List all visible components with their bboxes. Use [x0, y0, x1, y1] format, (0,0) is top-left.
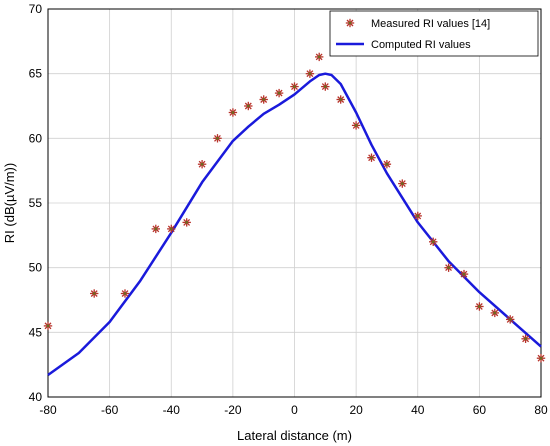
measured-ri-point: [90, 289, 99, 298]
computed-ri-line: [47, 72, 542, 377]
y-tick-label: 50: [29, 261, 43, 275]
x-tick-label: 80: [534, 403, 548, 417]
measured-ri-point: [197, 160, 207, 169]
measured-ri-point: [305, 69, 315, 78]
measured-series-layer: [43, 52, 546, 363]
x-tick-label: -80: [39, 403, 57, 417]
measured-ri-point: [213, 134, 222, 143]
measured-ri-point: [244, 101, 253, 111]
x-tick-label: 20: [349, 403, 363, 417]
measured-ri-point: [459, 269, 469, 279]
legend-measured-label: Measured RI values [14]: [371, 18, 490, 30]
measured-ri-point: [444, 263, 453, 272]
y-tick-label: 60: [29, 131, 43, 145]
measured-ri-point: [382, 160, 392, 169]
measured-ri-point: [490, 308, 499, 318]
legend: Measured RI values [14] Computed RI valu…: [329, 10, 539, 57]
measured-ri-point: [259, 95, 268, 104]
x-tick-label: 60: [473, 403, 487, 417]
measured-ri-point: [429, 237, 438, 246]
legend-box: [329, 10, 539, 57]
legend-asterisk: [345, 18, 355, 28]
measured-ri-point: [151, 224, 160, 234]
y-tick-label: 65: [29, 67, 43, 81]
measured-ri-point: [182, 218, 191, 227]
computed-series-layer: [47, 72, 542, 377]
x-tick-label: -40: [163, 403, 181, 417]
measured-ri-point: [167, 224, 176, 234]
measured-ri-point: [228, 108, 238, 117]
measured-ri-point: [398, 179, 407, 188]
measured-ri-point: [536, 354, 546, 363]
measured-ri-point: [43, 321, 53, 331]
measured-ri-point: [475, 302, 484, 311]
x-tick-label: -20: [224, 403, 242, 417]
measured-ri-point: [315, 52, 324, 62]
x-tick-label: 40: [411, 403, 425, 417]
legend-measured-marker: [345, 18, 355, 28]
tick-layer: -80 -60 -40 -20 0 20 40 60 80 40 45 50 55 60 65 70: [29, 2, 548, 417]
measured-ri-point: [367, 153, 376, 162]
measured-ri-point: [290, 82, 299, 91]
plot-frame: [47, 8, 542, 398]
y-tick-label: 70: [29, 2, 43, 16]
y-tick-label: 40: [29, 390, 43, 404]
y-tick-label: 45: [29, 325, 43, 339]
y-tick-label: 55: [29, 196, 43, 210]
x-axis-label: Lateral distance (m): [237, 428, 352, 443]
measured-ri-point: [120, 289, 130, 298]
measured-ri-point: [274, 88, 284, 98]
measured-ri-point: [351, 121, 361, 130]
grid-layer: [47, 8, 542, 398]
x-tick-label: -60: [101, 403, 119, 417]
x-tick-label: 0: [291, 403, 298, 417]
measured-ri-point: [413, 211, 422, 221]
y-axis-label: RI (dB(µV/m)): [2, 163, 17, 243]
measured-ri-point: [321, 82, 330, 91]
measured-ri-point: [521, 334, 530, 343]
measured-ri-point: [506, 315, 515, 324]
measured-ri-point: [336, 95, 345, 104]
legend-computed-label: Computed RI values: [371, 39, 471, 51]
